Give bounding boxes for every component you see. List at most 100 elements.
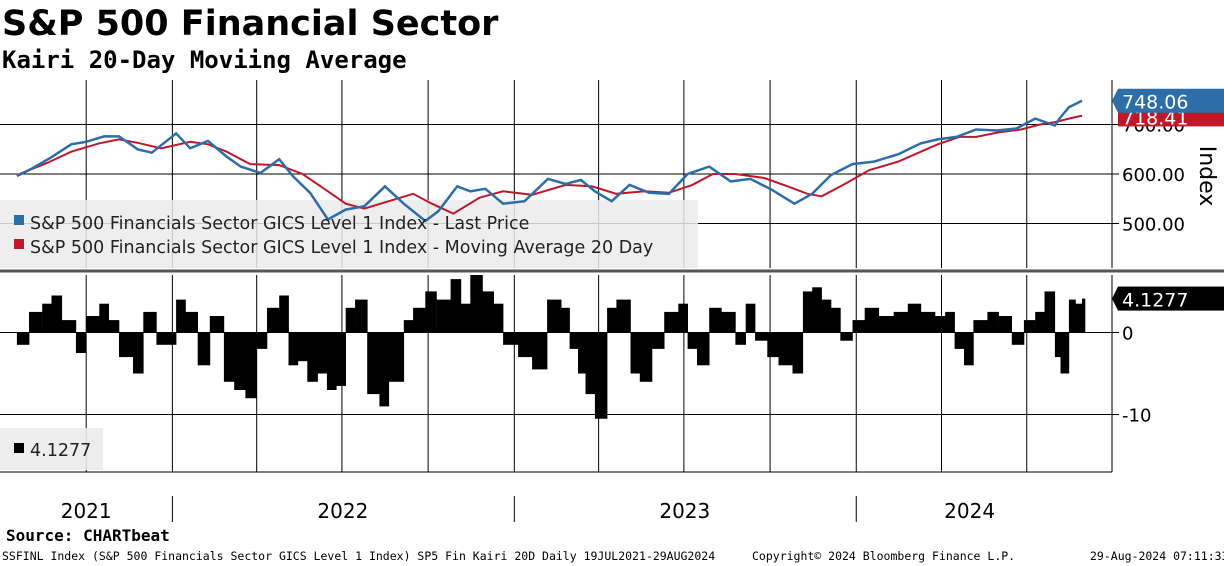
footer-copyright: Copyright© 2024 Bloomberg Finance L.P. xyxy=(752,549,1016,563)
chart-subtitle: Kairi 20-Day Moviing Average xyxy=(2,46,407,74)
kairi-bar xyxy=(176,299,186,333)
kairi-bar xyxy=(678,303,688,333)
kairi-bar xyxy=(687,332,698,349)
source-label: Source: CHARTbeat xyxy=(6,526,170,545)
legend-swatch-price xyxy=(14,215,24,225)
kairi-bar xyxy=(197,332,211,366)
kairi-bar xyxy=(288,332,299,366)
kairi-bar xyxy=(652,332,665,349)
kairi-bar xyxy=(307,332,318,382)
kairi-bar xyxy=(297,332,308,362)
kairi-bar xyxy=(907,303,922,333)
kairi-last-value: 4.1277 xyxy=(1122,290,1188,312)
kairi-bar xyxy=(755,332,768,341)
kairi-bar xyxy=(1075,303,1083,333)
kairi-bar xyxy=(1060,332,1070,374)
kairi-bar xyxy=(267,307,280,333)
top-y-axis-label: Index xyxy=(1194,146,1219,207)
kairi-bar xyxy=(987,311,999,333)
kairi-bar xyxy=(403,320,414,333)
kairi-bar xyxy=(812,287,822,333)
kairi-bar xyxy=(256,332,268,349)
kairi-bar xyxy=(436,299,451,333)
kairi-bar xyxy=(767,332,779,358)
kairi-bar xyxy=(998,316,1012,333)
kairi-bar xyxy=(745,303,756,333)
kairi-bar xyxy=(460,303,471,333)
kairi-bar xyxy=(664,311,679,333)
top-ytick-label-0: 500.00 xyxy=(1122,214,1185,235)
kairi-bar xyxy=(1082,298,1086,333)
kairi-bar xyxy=(1054,332,1061,358)
kairi-bar xyxy=(223,332,235,382)
bottom-ytick-label-1: -10 xyxy=(1122,406,1151,427)
kairi-bar xyxy=(345,307,356,333)
top-legend-box xyxy=(0,200,698,268)
kairi-bar xyxy=(973,320,988,333)
price-badge-arrow xyxy=(1112,88,1118,113)
kairi-bar xyxy=(493,303,504,333)
kairi-bar xyxy=(954,332,965,349)
kairi-bar xyxy=(697,332,710,366)
kairi-bar xyxy=(735,332,746,345)
kairi-bar xyxy=(86,316,100,333)
ma20-line xyxy=(16,114,1083,215)
kairi-last-badge xyxy=(1118,286,1224,311)
legend-label-ma: S&P 500 Financials Sector GICS Level 1 I… xyxy=(30,238,653,258)
kairi-bar xyxy=(326,332,337,390)
kairi-bar xyxy=(578,332,586,374)
kairi-bar xyxy=(75,332,87,353)
kairi-bar xyxy=(379,332,390,407)
kairi-bar xyxy=(802,291,813,333)
kairi-bar xyxy=(585,332,596,395)
kairi-bar xyxy=(1011,332,1025,345)
kairi-bar xyxy=(279,295,289,333)
footer-timestamp: 29-Aug-2024 07:11:33 xyxy=(1090,549,1224,563)
kairi-bar xyxy=(61,320,77,333)
kairi-bar xyxy=(561,307,570,333)
legend-swatch-kairi xyxy=(14,443,24,453)
kairi-bar xyxy=(821,299,832,333)
kairi-bar xyxy=(425,291,437,333)
kairi-bar xyxy=(143,311,157,333)
kairi-bar xyxy=(503,332,519,345)
kairi-bar xyxy=(547,299,562,333)
kairi-bar xyxy=(945,311,955,333)
year-label-2023: 2023 xyxy=(659,499,710,523)
kairi-bar xyxy=(29,311,43,333)
kairi-bar xyxy=(852,320,865,333)
kairi-bar xyxy=(616,299,631,333)
kairi-bar xyxy=(639,332,653,382)
kairi-bar xyxy=(185,311,198,333)
footer-description: SSFINL Index (S&P 500 Financials Sector … xyxy=(2,549,716,563)
year-label-2022: 2022 xyxy=(317,499,368,523)
kairi-bar xyxy=(388,332,405,382)
kairi-bar xyxy=(245,332,257,399)
kairi-bar xyxy=(831,307,841,333)
legend-label-price: S&P 500 Financials Sector GICS Level 1 I… xyxy=(30,214,529,234)
kairi-bar xyxy=(209,316,225,333)
kairi-bar xyxy=(878,316,894,333)
last-price-line xyxy=(16,99,1083,223)
chart-title: S&P 500 Financial Sector xyxy=(2,4,499,44)
kairi-bar xyxy=(1023,320,1036,333)
kairi-bar xyxy=(42,303,52,333)
kairi-bar xyxy=(336,332,346,386)
year-label-2021: 2021 xyxy=(61,499,112,523)
top-ytick-label-1: 600.00 xyxy=(1122,165,1185,186)
kairi-bar xyxy=(133,332,144,374)
kairi-badge-arrow xyxy=(1112,286,1118,311)
kairi-bar xyxy=(864,307,880,333)
kairi-bar xyxy=(721,311,736,333)
legend-label-kairi: 4.1277 xyxy=(30,441,91,461)
kairi-bar xyxy=(51,295,63,333)
ma-last-value: 718.41 xyxy=(1122,107,1188,129)
kairi-bar xyxy=(108,320,120,333)
kairi-bar xyxy=(607,307,617,333)
price-last-badge xyxy=(1118,88,1224,113)
kairi-bar xyxy=(1035,311,1045,333)
kairi-bar xyxy=(569,332,579,349)
kairi-bar xyxy=(1044,291,1056,333)
kairi-bar xyxy=(532,332,548,370)
